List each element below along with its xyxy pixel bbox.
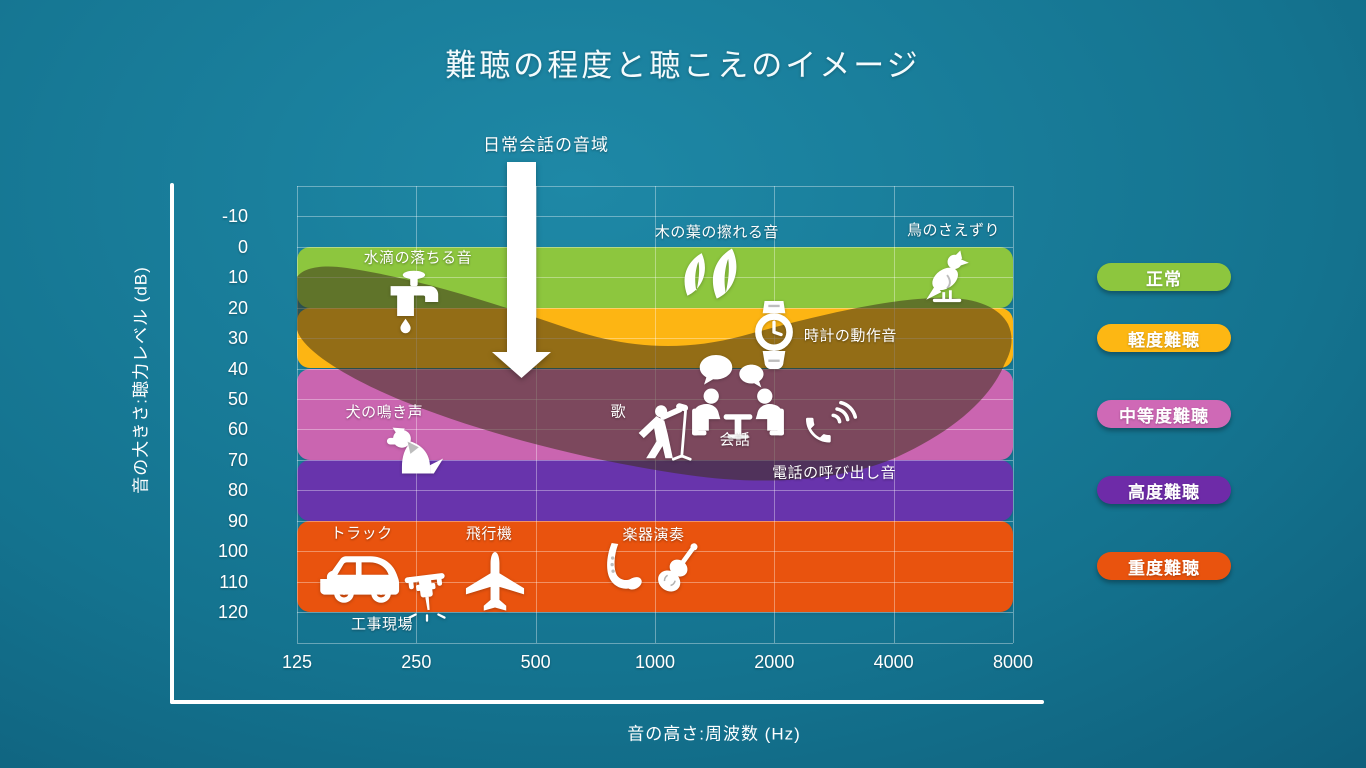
legend-pill-1: 正常 [1097,263,1231,292]
sound-label: 歌 [610,403,627,421]
y-tick-label: 60 [227,419,248,440]
sound-item: トラック [317,525,409,607]
gridline-horizontal [297,216,1013,218]
instruments-icon [598,542,706,603]
sound-label: トラック [330,525,393,543]
bird-icon [926,250,970,304]
y-tick-label: 90 [227,510,248,531]
sound-item: 工事現場 [351,570,448,633]
gridline-horizontal [297,246,1013,248]
gridline-vertical [1012,186,1014,643]
sound-label: 犬の鳴き声 [345,404,424,422]
x-tick-label: 8000 [992,652,1033,672]
sound-item: 犬の鳴き声 [346,404,446,475]
gridline-horizontal [297,520,1013,522]
sound-label: 鳥のさえずり [906,221,1000,239]
sound-item: 会話 [692,354,784,448]
sound-label: 電話の呼び出し音 [772,464,897,482]
y-tick-label: 110 [219,571,248,592]
gridline-horizontal [297,612,1013,614]
y-tick-label: 10 [227,267,248,288]
sound-item: 電話の呼び出し音 [772,396,896,482]
y-tick-label: 20 [227,297,248,318]
gridline-vertical [297,186,298,643]
dog-icon [386,426,446,475]
y-tick-label: 0 [237,236,248,257]
gridline-horizontal [297,185,1013,187]
conversation-icon [692,354,784,443]
sound-item: 木の葉の擦れる音 [655,224,778,301]
x-tick-label: 250 [401,652,432,672]
y-tick-label: 30 [227,328,248,349]
sound-item: 飛行機 [464,525,526,614]
y-tick-label: 100 [217,541,248,562]
y-tick-label: 50 [227,388,248,409]
gridline-horizontal [297,551,1013,553]
x-tick-label: 2000 [754,652,795,672]
y-tick-label: -10 [221,206,248,227]
sound-item: 歌 [611,402,698,462]
gridline-horizontal [297,581,1013,583]
legend-pill-4: 高度難聴 [1097,476,1231,505]
sound-item: 時計の動作音 [755,301,896,369]
hearing-band-5 [297,520,1013,613]
x-tick-label: 500 [520,652,551,672]
sound-label: 木の葉の擦れる音 [654,223,779,241]
legend-pill-3: 中等度難聴 [1097,400,1231,429]
sound-label: 楽器演奏 [622,526,685,543]
sound-label: 飛行機 [465,525,513,543]
x-axis-line [170,700,1044,704]
jackhammer-icon [404,570,448,623]
sound-label: 水滴の落ちる音 [363,249,473,266]
sound-item: 水滴の落ちる音 [364,249,472,335]
page-title: 難聴の程度と聴こえのイメージ [445,48,921,83]
x-tick-label: 1000 [634,652,675,672]
x-tick-label: 125 [281,652,313,672]
gridline-vertical [893,186,895,643]
legend-pill-5: 重度難聴 [1097,552,1231,581]
gridline-horizontal [297,642,1013,644]
conversation-range-label: 日常会話の音域 [483,135,609,155]
faucet-icon [385,269,441,335]
sound-item: 鳥のさえずり [907,222,999,304]
y-tick-label: 80 [227,480,248,501]
y-tick-label: 120 [217,602,248,623]
x-tick-label: 4000 [873,652,914,672]
truck-icon [317,550,409,607]
singer-icon [628,402,698,462]
watch-icon [755,301,794,369]
sound-label: 会話 [719,431,751,449]
sound-label: 工事現場 [350,616,414,634]
legend-pill-2: 軽度難聴 [1097,324,1231,353]
y-axis-title: 音の大きさ:聴力レベル (dB) [131,266,151,494]
y-tick-label: 70 [227,449,248,470]
x-axis-title: 音の高さ:周波数 (Hz) [627,724,801,744]
gridline-horizontal [297,490,1013,492]
gridline-vertical [535,186,537,643]
leaves-icon [677,248,749,301]
sound-item: 楽器演奏 [598,526,706,603]
y-tick-label: 40 [227,358,248,379]
y-axis-line [170,183,174,704]
phone-icon [801,396,858,450]
plane-icon [464,550,526,614]
sound-label: 時計の動作音 [803,327,897,345]
